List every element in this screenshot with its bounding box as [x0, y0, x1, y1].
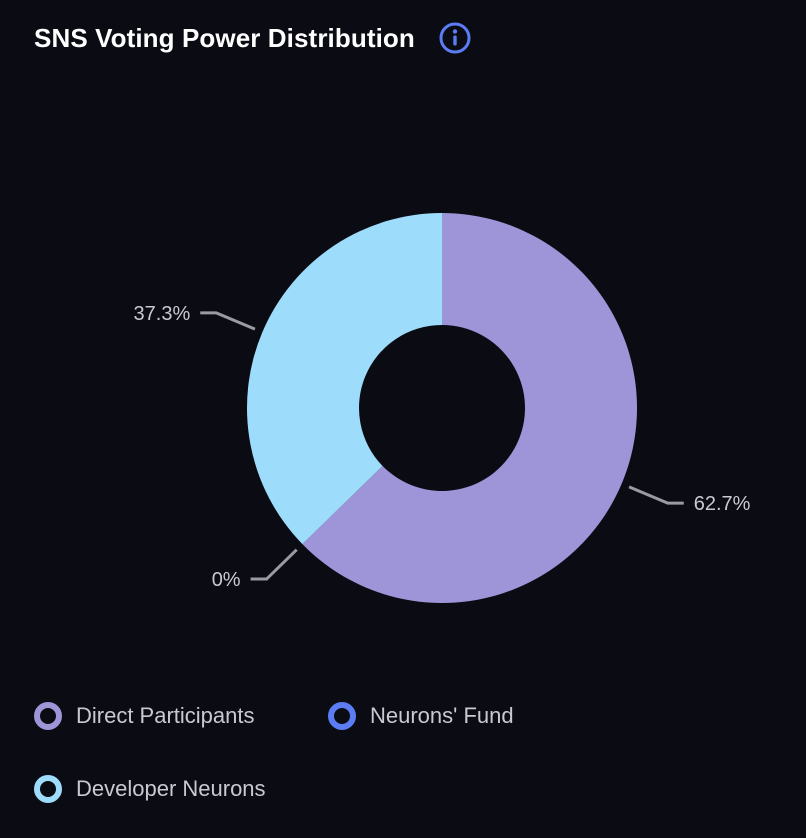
data-label-neurons-fund: 0% [212, 569, 241, 591]
donut-chart: 62.7% 0% 37.3% [134, 213, 751, 604]
legend-item-developer-neurons[interactable]: Developer Neurons [34, 775, 266, 803]
legend-swatch-neurons-fund [328, 702, 356, 730]
legend-swatch-direct-participants [34, 702, 62, 730]
data-label-developer-neurons: 37.3% [134, 303, 191, 325]
chart-header: SNS Voting Power Distribution [34, 20, 471, 56]
data-label-direct-participants: 62.7% [694, 493, 751, 515]
legend-label: Neurons' Fund [370, 703, 514, 728]
donut-chart-svg: 62.7% 0% 37.3% [134, 213, 751, 604]
leader-line-developer-neurons [200, 311, 256, 331]
info-button[interactable] [439, 22, 471, 54]
legend-swatch-developer-neurons [34, 775, 62, 803]
legend-label: Developer Neurons [76, 776, 266, 801]
leader-line-neurons-fund [250, 548, 298, 581]
legend-item-direct-participants[interactable]: Direct Participants [34, 702, 255, 730]
leader-line-direct-participants [628, 485, 684, 505]
page-title: SNS Voting Power Distribution [34, 22, 415, 53]
legend-item-neurons-fund[interactable]: Neurons' Fund [328, 702, 514, 730]
legend-label: Direct Participants [76, 703, 255, 728]
info-circle-icon [439, 22, 471, 54]
slice-developer-neurons[interactable] [246, 213, 442, 545]
slice-direct-participants[interactable] [302, 213, 637, 604]
